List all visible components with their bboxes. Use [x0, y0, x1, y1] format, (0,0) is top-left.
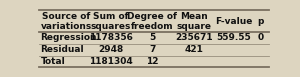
Text: 12: 12: [146, 57, 159, 66]
Text: 235671: 235671: [175, 33, 213, 42]
Text: p: p: [258, 17, 264, 26]
Text: 559.55: 559.55: [217, 33, 251, 42]
Text: Mean
square: Mean square: [177, 12, 212, 31]
Text: 1178356: 1178356: [89, 33, 133, 42]
Text: Degree of
freedom: Degree of freedom: [128, 12, 177, 31]
Text: Source of
variations: Source of variations: [40, 12, 92, 31]
Text: Residual: Residual: [40, 45, 84, 54]
Text: Regression: Regression: [40, 33, 97, 42]
Text: 0: 0: [258, 33, 264, 42]
Text: 421: 421: [185, 45, 204, 54]
Text: 7: 7: [149, 45, 156, 54]
Text: 1181304: 1181304: [89, 57, 133, 66]
Text: Total: Total: [40, 57, 65, 66]
Text: F-value: F-value: [215, 17, 253, 26]
Text: 2948: 2948: [98, 45, 123, 54]
Text: Sum of
squares: Sum of squares: [91, 12, 131, 31]
Text: 5: 5: [149, 33, 155, 42]
